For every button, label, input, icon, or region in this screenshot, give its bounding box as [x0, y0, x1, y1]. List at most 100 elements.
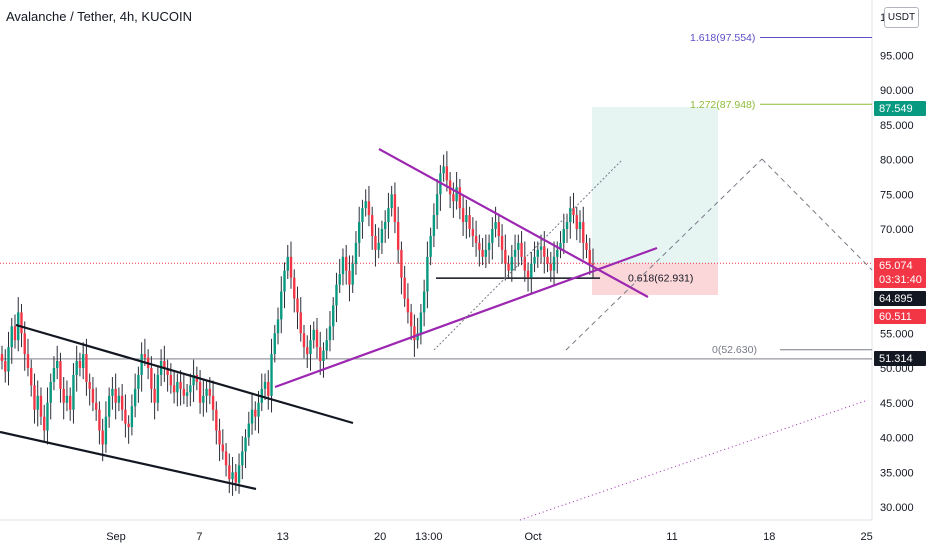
candle-body: [23, 333, 26, 355]
candle-body: [315, 329, 319, 348]
candle-body: [591, 263, 595, 265]
candle-body: [484, 249, 488, 257]
candle-body: [43, 416, 46, 431]
currency-button[interactable]: USDT: [884, 7, 919, 28]
trendline-drawings[interactable]: [0, 148, 873, 521]
candle-body: [357, 222, 361, 243]
candle-body: [403, 277, 406, 299]
candle-body: [56, 361, 59, 368]
candle-body: [192, 374, 195, 386]
candle-body: [228, 465, 231, 480]
candle-body: [124, 409, 127, 424]
candle-body: [130, 406, 134, 428]
candle-body: [546, 256, 549, 264]
candle-body: [111, 388, 114, 396]
candle-body: [39, 395, 43, 417]
candle-body: [377, 242, 380, 250]
time-tick-label: 18: [763, 531, 775, 543]
candlestick-series: [0, 151, 595, 496]
candle-body: [387, 208, 390, 223]
price-tick-label: 45.000: [880, 398, 914, 410]
candle-body: [293, 277, 296, 299]
candle-body: [312, 329, 315, 341]
candle-body: [237, 465, 241, 483]
candle-body: [234, 472, 238, 483]
long-position-tool[interactable]: [592, 107, 718, 295]
candle-body: [78, 361, 82, 368]
candle-body: [127, 423, 130, 428]
candle-body: [400, 249, 403, 278]
position-loss-zone[interactable]: [592, 263, 718, 295]
candle-body: [455, 187, 458, 202]
candle-body: [189, 385, 192, 393]
candle-body: [0, 354, 4, 362]
candle-body: [565, 222, 569, 229]
channel-upper-line[interactable]: [15, 323, 354, 425]
position-profit-zone[interactable]: [592, 107, 718, 264]
projection-line-dotted[interactable]: [433, 159, 623, 351]
purple-dotted-trendline[interactable]: [519, 399, 869, 521]
price-badge-label: 64.895: [879, 293, 913, 305]
candle-body: [20, 312, 23, 334]
candle-body: [7, 347, 10, 372]
channel-lower-line[interactable]: [0, 430, 257, 491]
candle-body: [59, 361, 62, 389]
candle-body: [215, 409, 218, 431]
candle-body: [273, 333, 276, 355]
candle-body: [10, 326, 13, 348]
candle-body: [26, 354, 30, 368]
price-badge: [874, 291, 926, 306]
fibonacci-extension[interactable]: 1.618(97.554) 1.272(87.948) 0.618(62.931) 0…: [0, 32, 872, 360]
price-tick-label: 55.000: [880, 328, 914, 340]
candle-body: [98, 409, 101, 431]
candle-body: [104, 416, 108, 445]
candle-body: [101, 430, 104, 445]
candle-body: [348, 270, 351, 285]
candle-body: [218, 430, 221, 445]
candle-body: [491, 229, 494, 243]
price-badges: 87.549 65.074 03:31:40 64.895 60.511 51.314: [874, 101, 926, 366]
price-badge-label: 51.314: [879, 353, 913, 365]
candle-body: [332, 305, 335, 327]
price-tick-label: 85.000: [880, 120, 914, 132]
price-tick-label: 80.000: [880, 155, 914, 167]
candle-body: [500, 235, 504, 250]
candle-body: [88, 381, 91, 389]
candle-body: [120, 395, 124, 410]
candle-body: [166, 368, 169, 375]
candle-body: [461, 208, 465, 223]
candle-body: [335, 284, 338, 306]
candle-body: [68, 395, 72, 410]
candle-body: [474, 235, 478, 243]
candle-body: [364, 201, 367, 209]
projection-line-dashed-up[interactable]: [565, 158, 763, 351]
candle-body: [510, 256, 514, 271]
candle-body: [185, 392, 189, 396]
candle-body: [286, 256, 289, 271]
candle-body: [426, 256, 429, 292]
candle-body: [351, 263, 354, 285]
time-tick-label: Sep: [106, 531, 126, 543]
candle-body: [244, 437, 247, 452]
projection-line-dashed-down[interactable]: [761, 158, 873, 271]
candle-body: [133, 388, 137, 407]
candle-body: [562, 229, 565, 243]
candle-body: [569, 208, 572, 223]
time-tick-label: 7: [196, 531, 202, 543]
candle-body: [169, 374, 173, 386]
price-badge-countdown: 03:31:40: [879, 274, 922, 286]
time-axis[interactable]: Sep 7 13 20 13:00 Oct 11 18 25: [106, 531, 873, 543]
candle-body: [429, 235, 432, 257]
candle-body: [478, 242, 481, 250]
candle-body: [585, 242, 588, 250]
candle-body: [306, 347, 309, 355]
candle-body: [176, 381, 179, 393]
candle-body: [309, 340, 312, 355]
candle-body: [257, 402, 260, 417]
candle-body: [296, 298, 299, 313]
triangle-upper-line[interactable]: [378, 148, 649, 298]
candle-body: [419, 312, 423, 334]
candle-body: [494, 222, 497, 229]
candle-body: [250, 409, 254, 424]
